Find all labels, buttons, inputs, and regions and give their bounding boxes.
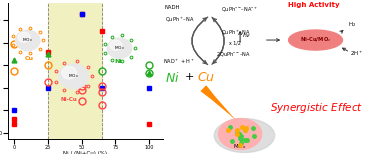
Ellipse shape bbox=[288, 30, 342, 50]
Text: MO$_x$: MO$_x$ bbox=[22, 36, 33, 44]
Text: Ni-Cu/MO$_x$: Ni-Cu/MO$_x$ bbox=[300, 36, 332, 45]
Circle shape bbox=[110, 40, 122, 50]
Text: $\it{Synergistic\ Effect}$: $\it{Synergistic\ Effect}$ bbox=[270, 101, 364, 115]
Text: $\it{Cu}$: $\it{Cu}$ bbox=[197, 71, 215, 84]
Circle shape bbox=[218, 119, 262, 149]
Text: Ni-Cu: Ni-Cu bbox=[60, 97, 77, 102]
Text: NAD$^+$ + H$^+$: NAD$^+$ + H$^+$ bbox=[163, 57, 194, 66]
Bar bbox=[48, 3, 102, 139]
Text: 2H$^+$: 2H$^+$ bbox=[350, 49, 363, 58]
Text: 2QuPh$^{•-}$–NA: 2QuPh$^{•-}$–NA bbox=[216, 51, 251, 59]
Circle shape bbox=[18, 32, 30, 42]
Circle shape bbox=[107, 38, 132, 58]
Text: $+$: $+$ bbox=[184, 71, 194, 82]
Text: x 1/2: x 1/2 bbox=[229, 40, 241, 45]
Circle shape bbox=[59, 64, 88, 89]
Circle shape bbox=[15, 30, 40, 51]
Text: NADH: NADH bbox=[165, 5, 180, 10]
Text: MO$_x$: MO$_x$ bbox=[114, 45, 125, 52]
Circle shape bbox=[62, 67, 77, 79]
Text: Cu: Cu bbox=[25, 56, 34, 61]
Text: High Activity: High Activity bbox=[288, 2, 339, 8]
Text: $h\nu$: $h\nu$ bbox=[242, 31, 252, 39]
Text: H$_2$: H$_2$ bbox=[348, 20, 356, 29]
Ellipse shape bbox=[214, 119, 274, 152]
Text: $\it{Ni}$: $\it{Ni}$ bbox=[165, 71, 180, 85]
Text: Ni: Ni bbox=[114, 59, 121, 64]
Text: QuPh$^+$–NA: QuPh$^+$–NA bbox=[165, 15, 194, 24]
X-axis label: Ni / (Ni+Cu) (%): Ni / (Ni+Cu) (%) bbox=[63, 151, 107, 154]
Text: MO$_x$: MO$_x$ bbox=[68, 73, 79, 80]
Text: QuPh$^+$–NA: QuPh$^+$–NA bbox=[221, 28, 250, 37]
Text: QuPh$^{•-}$–NA$^{•+}$: QuPh$^{•-}$–NA$^{•+}$ bbox=[221, 5, 257, 14]
Text: MO$_x$: MO$_x$ bbox=[233, 142, 247, 151]
